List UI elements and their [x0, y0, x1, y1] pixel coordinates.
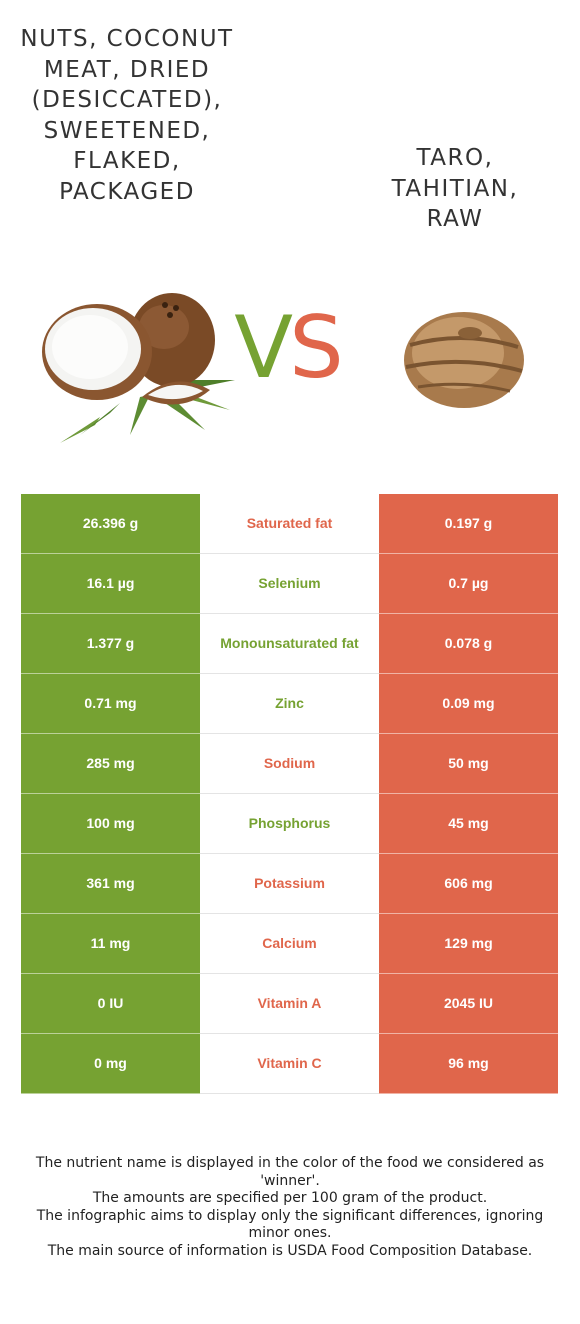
nutrient-name: Vitamin C	[200, 1034, 379, 1094]
nutrient-name: Vitamin A	[200, 974, 379, 1034]
table-row: 16.1 µg Selenium 0.7 µg	[21, 554, 558, 614]
left-value: 0.71 mg	[21, 674, 200, 734]
food-illustrations	[42, 293, 524, 443]
right-value: 606 mg	[379, 854, 558, 914]
comparison-table: 26.396 g Saturated fat 0.197 g 16.1 µg S…	[21, 494, 558, 1094]
table-row: 0 IU Vitamin A 2045 IU	[21, 974, 558, 1034]
nutrient-name: Saturated fat	[200, 494, 379, 554]
footnote-line: The nutrient name is displayed in the co…	[35, 1155, 545, 1189]
table-row: 11 mg Calcium 129 mg	[21, 914, 558, 974]
left-value: 26.396 g	[21, 494, 200, 554]
left-value: 0 mg	[21, 1034, 200, 1094]
table-row: 0.71 mg Zinc 0.09 mg	[21, 674, 558, 734]
nutrient-name: Selenium	[200, 554, 379, 614]
table-row: 361 mg Potassium 606 mg	[21, 854, 558, 914]
vs-v-letter: V	[234, 298, 293, 398]
left-value: 361 mg	[21, 854, 200, 914]
nutrient-name: Phosphorus	[200, 794, 379, 854]
left-value: 285 mg	[21, 734, 200, 794]
left-food-title: Nuts, coconut meat, dried (desiccated), …	[20, 26, 234, 205]
right-value: 50 mg	[379, 734, 558, 794]
footnote-line: The main source of information is USDA F…	[47, 1242, 533, 1259]
nutrient-name: Potassium	[200, 854, 379, 914]
left-value: 0 IU	[21, 974, 200, 1034]
taro-image	[404, 312, 524, 408]
right-value: 0.078 g	[379, 614, 558, 674]
right-value: 2045 IU	[379, 974, 558, 1034]
coconut-image	[42, 293, 235, 443]
left-value: 1.377 g	[21, 614, 200, 674]
footnote: The nutrient name is displayed in the co…	[28, 1155, 552, 1260]
right-value: 96 mg	[379, 1034, 558, 1094]
left-value: 11 mg	[21, 914, 200, 974]
right-value: 0.09 mg	[379, 674, 558, 734]
footnote-line: The amounts are specified per 100 gram o…	[92, 1190, 488, 1206]
right-value: 0.197 g	[379, 494, 558, 554]
footnote-line: The infographic aims to display only the…	[36, 1207, 544, 1242]
vs-s-letter: S	[289, 298, 344, 398]
table-row: 1.377 g Monounsaturated fat 0.078 g	[21, 614, 558, 674]
nutrient-name: Zinc	[200, 674, 379, 734]
left-value: 16.1 µg	[21, 554, 200, 614]
vs-label: VS	[222, 303, 352, 393]
right-value: 45 mg	[379, 794, 558, 854]
table-row: 0 mg Vitamin C 96 mg	[21, 1034, 558, 1094]
nutrient-name: Sodium	[200, 734, 379, 794]
right-value: 0.7 µg	[379, 554, 558, 614]
left-value: 100 mg	[21, 794, 200, 854]
table-row: 26.396 g Saturated fat 0.197 g	[21, 494, 558, 554]
table-row: 100 mg Phosphorus 45 mg	[21, 794, 558, 854]
right-value: 129 mg	[379, 914, 558, 974]
nutrient-name: Calcium	[200, 914, 379, 974]
right-food-title: Taro, tahitian, raw	[391, 145, 519, 232]
table-row: 285 mg Sodium 50 mg	[21, 734, 558, 794]
nutrient-name: Monounsaturated fat	[200, 614, 379, 674]
